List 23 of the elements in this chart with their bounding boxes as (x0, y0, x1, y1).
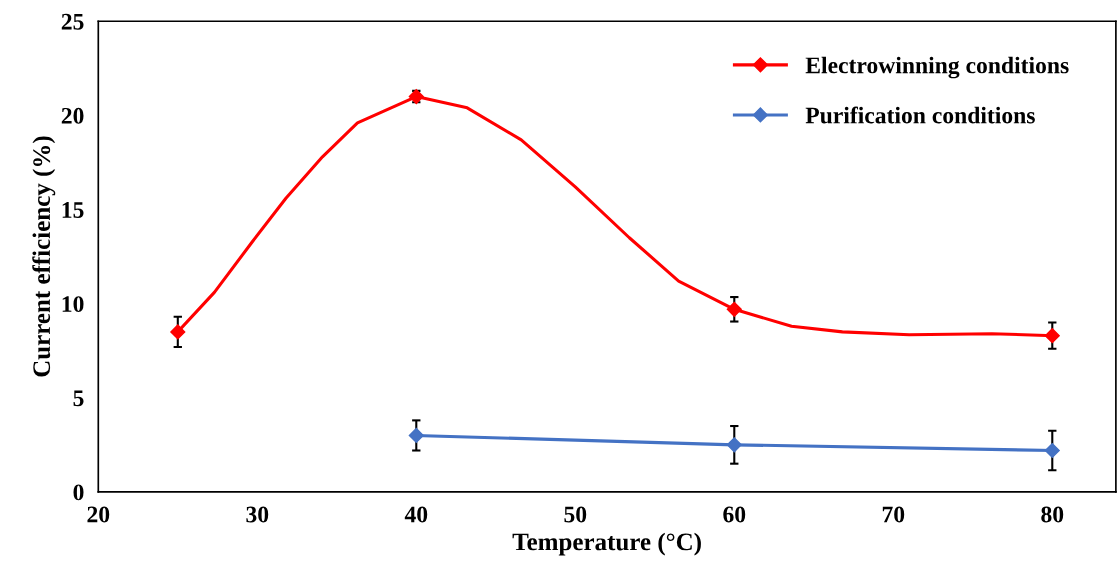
point (726, 437, 742, 453)
point (726, 301, 742, 317)
legend-label: Purification conditions (805, 106, 1035, 124)
x-tick-label: 60 (723, 506, 746, 523)
x-axis-title: Temperature (°C) (512, 532, 701, 556)
point (170, 324, 186, 340)
point (1044, 442, 1060, 459)
y-tick-label: 15 (62, 202, 84, 218)
x-tick-label: 30 (246, 506, 269, 523)
point (1044, 328, 1060, 344)
x-tick-label: 50 (564, 506, 587, 523)
y-tick-label: 0 (73, 484, 84, 501)
x-tick-label: 70 (882, 506, 905, 523)
x-tick-label: 40 (404, 506, 428, 523)
x-tick-label: 80 (1041, 506, 1064, 523)
y-axis-title: Current efficiency (%) (32, 136, 56, 377)
legend-label: Electrowinning conditions (805, 56, 1069, 79)
y-tick-label: 10 (62, 296, 84, 313)
y-tick-label: 25 (61, 13, 84, 30)
y-tick-label: 5 (73, 390, 84, 407)
x-tick-label: 20 (87, 506, 110, 523)
point (408, 427, 424, 444)
y-tick-label: 20 (61, 107, 84, 124)
